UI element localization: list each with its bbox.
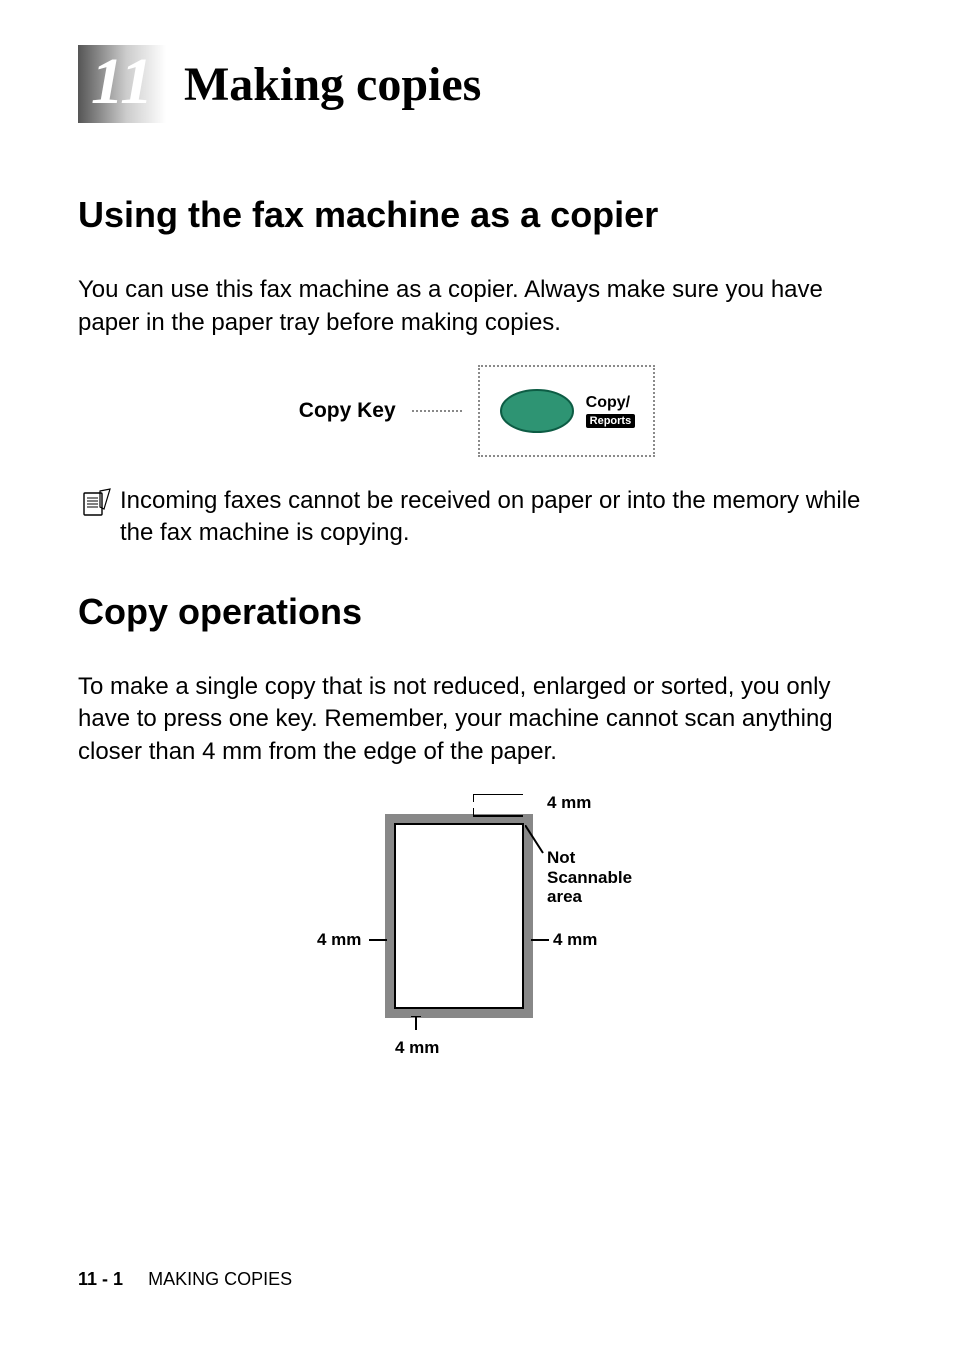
area-label-line3: area <box>547 887 582 906</box>
page-footer: 11 - 1 MAKING COPIES <box>78 1269 292 1290</box>
button-label-stack: Copy/ Reports <box>586 394 636 428</box>
footer-page-number: 11 - 1 <box>78 1269 123 1289</box>
area-label-line2: Scannable <box>547 868 632 887</box>
section-body-operations: To make a single copy that is not reduce… <box>78 671 876 768</box>
bottom-tick-icon <box>409 1016 423 1034</box>
chapter-title: Making copies <box>184 57 481 112</box>
button-label-reports: Reports <box>586 414 636 428</box>
page-inner-area <box>394 823 524 1009</box>
copy-button-icon <box>498 387 576 435</box>
top-bracket-icon <box>473 794 543 818</box>
leader-line <box>412 410 462 412</box>
page-outer-border <box>385 814 533 1018</box>
copy-key-illustration: Copy Key Copy/ Reports <box>78 365 876 457</box>
right-tick-icon <box>531 933 549 947</box>
footer-title: MAKING COPIES <box>148 1269 292 1289</box>
section-heading-operations: Copy operations <box>78 590 876 633</box>
margin-label-top: 4 mm <box>547 793 591 813</box>
button-panel: Copy/ Reports <box>478 365 656 457</box>
section-body-copier: You can use this fax machine as a copier… <box>78 274 876 339</box>
margin-label-right: 4 mm <box>553 930 597 950</box>
note-block: Incoming faxes cannot be received on pap… <box>78 485 876 550</box>
section-heading-copier: Using the fax machine as a copier <box>78 193 876 236</box>
left-tick-icon <box>369 933 387 947</box>
button-label-copy: Copy/ <box>586 394 630 412</box>
note-icon <box>80 487 112 519</box>
margin-label-bottom: 4 mm <box>395 1038 439 1058</box>
margin-label-left: 4 mm <box>317 930 361 950</box>
chapter-number-badge: 11 <box>78 45 166 123</box>
chapter-header: 11 Making copies <box>78 45 876 123</box>
chapter-number: 11 <box>91 49 153 115</box>
margin-diagram: 4 mm Not Scannable area 4 mm 4 mm 4 mm <box>237 794 717 1084</box>
note-text: Incoming faxes cannot be received on pap… <box>120 485 876 550</box>
area-label-line1: Not <box>547 848 575 867</box>
area-leader-icon <box>525 825 549 861</box>
copy-key-label: Copy Key <box>299 399 396 423</box>
